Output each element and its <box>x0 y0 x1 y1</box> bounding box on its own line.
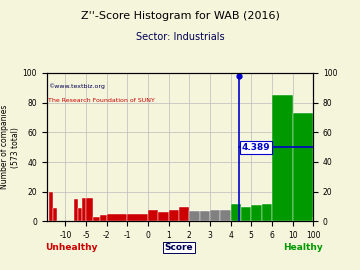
Bar <box>78 208 82 221</box>
Bar <box>158 212 168 221</box>
Bar <box>82 198 86 221</box>
Bar <box>53 208 57 221</box>
Bar <box>262 204 272 221</box>
Bar <box>210 210 220 221</box>
Bar <box>107 214 127 221</box>
Text: Sector: Industrials: Sector: Industrials <box>136 32 224 42</box>
Bar <box>231 204 241 221</box>
Text: The Research Foundation of SUNY: The Research Foundation of SUNY <box>48 98 155 103</box>
Bar <box>272 95 293 221</box>
Bar <box>189 211 199 221</box>
Bar <box>241 207 251 221</box>
Bar <box>86 198 93 221</box>
Bar <box>168 210 179 221</box>
Bar <box>74 199 78 221</box>
Bar <box>127 214 148 221</box>
Text: ©www.textbiz.org: ©www.textbiz.org <box>48 83 105 89</box>
Text: Healthy: Healthy <box>283 243 323 252</box>
Bar <box>251 205 262 221</box>
Text: Z''-Score Histogram for WAB (2016): Z''-Score Histogram for WAB (2016) <box>81 11 279 21</box>
Bar <box>49 192 53 221</box>
Bar <box>199 211 210 221</box>
Y-axis label: Number of companies
(573 total): Number of companies (573 total) <box>0 105 20 189</box>
Text: Unhealthy: Unhealthy <box>45 243 98 252</box>
Bar <box>179 207 189 221</box>
Text: 4.389: 4.389 <box>242 143 270 152</box>
Bar <box>220 210 231 221</box>
Bar <box>100 215 107 221</box>
Bar <box>93 217 100 221</box>
Bar <box>148 210 158 221</box>
Bar <box>293 113 313 221</box>
Text: Score: Score <box>165 243 193 252</box>
